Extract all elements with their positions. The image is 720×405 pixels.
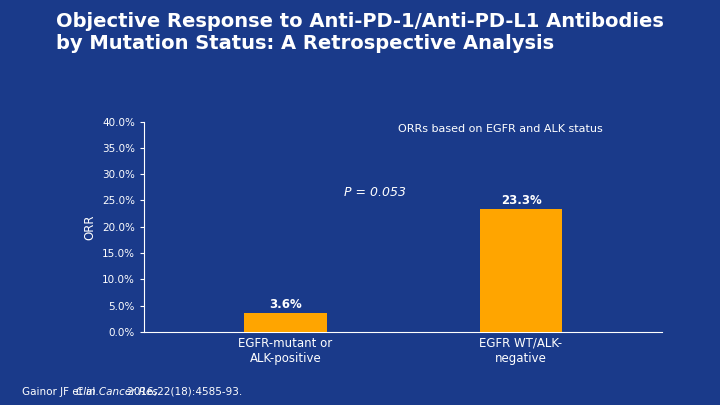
Text: Clin Cancer Res: Clin Cancer Res bbox=[76, 387, 158, 397]
Text: Gainor JF et al.: Gainor JF et al. bbox=[22, 387, 102, 397]
Text: P = 0.053: P = 0.053 bbox=[344, 186, 406, 199]
Text: Objective Response to Anti-PD-1/Anti-PD-L1 Antibodies
by Mutation Status: A Retr: Objective Response to Anti-PD-1/Anti-PD-… bbox=[56, 12, 664, 53]
Y-axis label: ORR: ORR bbox=[84, 214, 96, 239]
Text: 2016;22(18):4585-93.: 2016;22(18):4585-93. bbox=[124, 387, 242, 397]
Text: 23.3%: 23.3% bbox=[500, 194, 541, 207]
Text: ORRs based on EGFR and ALK status: ORRs based on EGFR and ALK status bbox=[398, 124, 603, 134]
Bar bbox=[480, 209, 562, 332]
Bar bbox=[244, 313, 327, 332]
Text: 3.6%: 3.6% bbox=[269, 298, 302, 311]
